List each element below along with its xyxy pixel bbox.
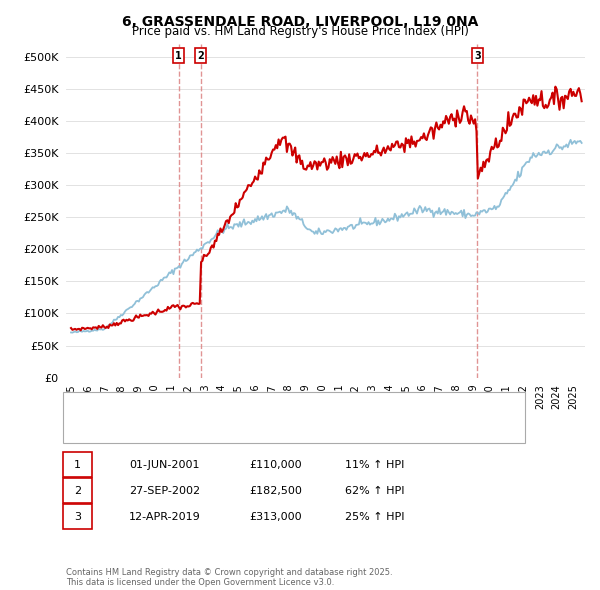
Text: Contains HM Land Registry data © Crown copyright and database right 2025.
This d: Contains HM Land Registry data © Crown c…	[66, 568, 392, 587]
Text: —: —	[73, 399, 87, 414]
Text: 01-JUN-2001: 01-JUN-2001	[129, 460, 199, 470]
Text: 1: 1	[74, 460, 81, 470]
Text: 12-APR-2019: 12-APR-2019	[129, 512, 201, 522]
Text: 6, GRASSENDALE ROAD, LIVERPOOL, L19 0NA: 6, GRASSENDALE ROAD, LIVERPOOL, L19 0NA	[122, 15, 478, 29]
Text: 25% ↑ HPI: 25% ↑ HPI	[345, 512, 404, 522]
Text: 2: 2	[74, 486, 81, 496]
Text: HPI: Average price, detached house, Liverpool: HPI: Average price, detached house, Live…	[89, 424, 329, 434]
Text: 2: 2	[197, 51, 204, 61]
Text: £313,000: £313,000	[249, 512, 302, 522]
Text: £182,500: £182,500	[249, 486, 302, 496]
Text: —: —	[73, 421, 87, 435]
Text: 1: 1	[175, 51, 182, 61]
Text: Price paid vs. HM Land Registry's House Price Index (HPI): Price paid vs. HM Land Registry's House …	[131, 25, 469, 38]
Text: 27-SEP-2002: 27-SEP-2002	[129, 486, 200, 496]
Text: 3: 3	[474, 51, 481, 61]
Text: 3: 3	[74, 512, 81, 522]
Text: 6, GRASSENDALE ROAD, LIVERPOOL, L19 0NA (detached house): 6, GRASSENDALE ROAD, LIVERPOOL, L19 0NA …	[89, 401, 422, 411]
Text: 11% ↑ HPI: 11% ↑ HPI	[345, 460, 404, 470]
Text: 62% ↑ HPI: 62% ↑ HPI	[345, 486, 404, 496]
Text: £110,000: £110,000	[249, 460, 302, 470]
